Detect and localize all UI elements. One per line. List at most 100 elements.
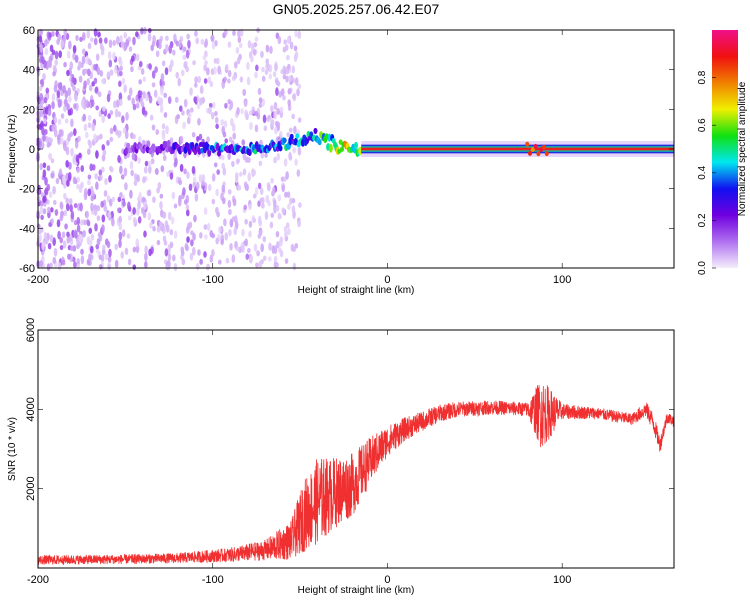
spectrogram-signal-cell	[328, 143, 333, 153]
spectrogram-noise-cell	[293, 45, 298, 52]
spectrogram-noise-cell	[93, 133, 97, 143]
spectrogram-noise-cell	[168, 44, 173, 54]
spectrogram-noise-cell	[94, 222, 98, 232]
colorbar-label: Normalized spectral amplitude	[737, 81, 748, 216]
spectrogram-noise-cell	[121, 115, 125, 124]
spectrogram-noise-cell	[119, 70, 123, 77]
spectrogram-noise-cell	[189, 87, 193, 96]
spectrogram-noise-cell	[50, 218, 54, 224]
spectrogram-noise-cell	[190, 239, 194, 247]
x-tick-label: 100	[553, 274, 571, 286]
spectrogram-noise-cell	[102, 149, 107, 156]
spectrogram-noise-cell	[223, 218, 227, 227]
spectrogram-noise-cell	[50, 207, 54, 213]
y-tick-label: 4000	[25, 397, 37, 421]
spectrogram-noise-cell	[187, 112, 192, 118]
spectrogram-noise-cell	[60, 137, 64, 145]
spectrogram-noise-cell	[286, 191, 291, 198]
spectrogram-noise-cell	[244, 218, 248, 225]
spectrogram-noise-cell	[79, 202, 83, 212]
spectrogram-noise-cell	[278, 130, 283, 139]
spectrogram-noise-cell	[192, 246, 196, 256]
spectrogram-noise-cell	[262, 255, 267, 261]
spectrogram-noise-cell	[160, 87, 164, 96]
spectrogram-noise-cell	[61, 231, 66, 239]
spectrogram-noise-cell	[80, 248, 84, 255]
spectrogram-noise-cell	[66, 179, 70, 187]
spectrogram-noise-cell	[198, 174, 203, 183]
spectrogram-noise-cell	[257, 87, 262, 96]
spectrogram-noise-cell	[199, 98, 203, 106]
spectrogram-noise-cell	[211, 198, 216, 205]
spectrogram-noise-cell	[41, 241, 45, 251]
spectrogram-noise-cell	[144, 160, 149, 167]
spectrogram-noise-cell	[117, 196, 122, 203]
spectrogram-noise-cell	[106, 139, 110, 146]
spectrogram-noise-cell	[213, 66, 217, 75]
spectrogram-noise-cell	[143, 166, 148, 174]
spectrogram-noise-cell	[55, 177, 60, 185]
spectrogram-noise-cell	[247, 172, 252, 182]
spectrogram-noise-cell	[227, 199, 232, 208]
spectrogram-noise-cell	[56, 219, 61, 228]
spectrogram-noise-cell	[231, 123, 236, 132]
spectrogram-noise-cell	[138, 79, 142, 85]
spectrogram-noise-cell	[261, 75, 266, 82]
spectrogram-noise-cell	[234, 220, 239, 229]
colorbar-tick-label: 0.8	[697, 70, 708, 84]
spectrogram-noise-cell	[238, 42, 243, 49]
spectrogram-noise-cell	[80, 165, 85, 173]
spectrogram-noise-cell	[93, 64, 97, 71]
spectrogram-noise-cell	[114, 65, 118, 74]
spectrogram-noise-cell	[87, 114, 92, 122]
spectrogram-noise-cell	[93, 77, 98, 85]
spectrogram-noise-cell	[248, 230, 252, 238]
spectrogram-noise-cell	[82, 113, 87, 122]
spectrogram-noise-cell	[162, 154, 167, 162]
spectrogram-noise-cell	[44, 176, 48, 186]
spectrogram-noise-cell	[222, 197, 226, 205]
spectrogram-noise-cell	[186, 33, 190, 40]
spectrogram-noise-cell	[287, 227, 291, 236]
spectrogram-noise-cell	[114, 108, 119, 118]
spectrogram-noise-cell	[260, 50, 264, 59]
spectrogram-noise-cell	[156, 239, 161, 246]
spectrogram-noise-cell	[186, 236, 190, 243]
y-tick-label: 6000	[25, 318, 37, 342]
spectrogram-noise-cell	[125, 112, 129, 121]
spectrogram-noise-cell	[122, 201, 126, 207]
spectrogram-noise-cell	[201, 180, 205, 187]
spectrogram-noise-cell	[119, 165, 123, 175]
spectrogram-noise-cell	[248, 220, 253, 228]
spectrogram-noise-cell	[123, 32, 128, 39]
spectrogram-noise-cell	[108, 198, 113, 207]
spectrogram-noise-cell	[241, 228, 245, 237]
spectrogram-noise-cell	[176, 113, 180, 120]
spectrogram-noise-cell	[224, 102, 228, 109]
spectrogram-noise-cell	[191, 165, 196, 175]
spectrogram-noise-cell	[274, 126, 278, 135]
spectrogram-noise-cell	[132, 103, 137, 111]
spectrogram-noise-cell	[237, 30, 241, 38]
spectrogram-noise-cell	[279, 106, 284, 114]
spectrogram-noise-cell	[188, 183, 193, 191]
spectrogram-noise-cell	[48, 61, 52, 69]
spectrogram-noise-cell	[108, 248, 112, 258]
spectrogram-noise-cell	[268, 73, 273, 80]
spectrogram-noise-cell	[53, 116, 58, 125]
spectrogram-noise-cell	[269, 221, 274, 229]
spectrogram-noise-cell	[94, 86, 99, 94]
spectrogram-noise-cell	[289, 127, 293, 133]
spectrogram-noise-cell	[223, 120, 228, 128]
spectrogram-noise-cell	[49, 262, 53, 269]
y-tick-label: -40	[19, 223, 35, 235]
spectrogram-noise-cell	[65, 202, 70, 212]
spectrogram-noise-cell	[49, 137, 54, 144]
y-tick-label: 20	[23, 104, 35, 116]
spectrogram-noise-cell	[48, 153, 52, 161]
spectrogram-noise-cell	[179, 163, 184, 172]
spectrogram-noise-cell	[84, 99, 89, 108]
spectrogram-noise-cell	[273, 101, 278, 111]
spectrogram-noise-cell	[229, 243, 233, 251]
